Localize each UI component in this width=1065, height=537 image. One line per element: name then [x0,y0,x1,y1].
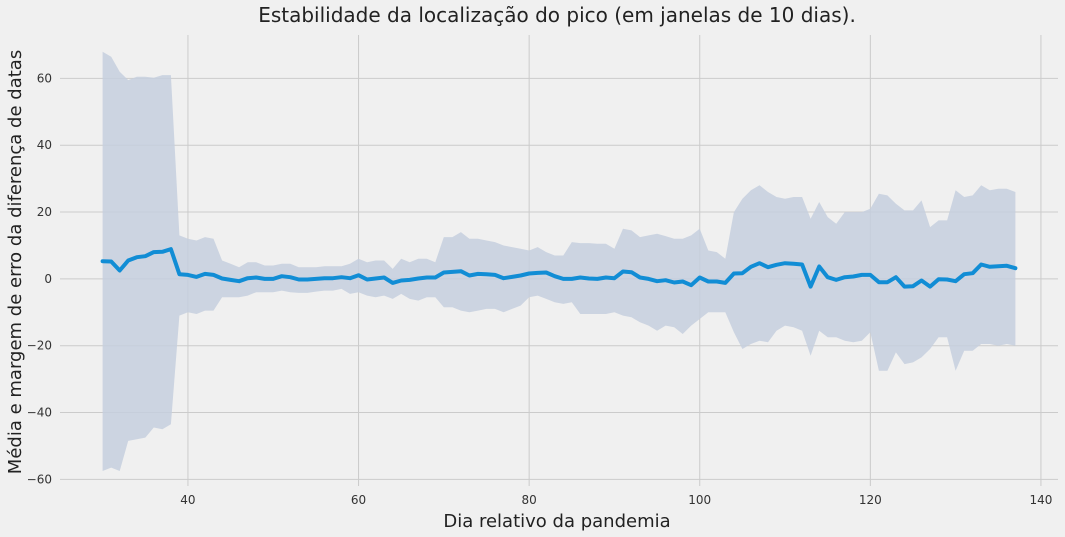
x-tick-label-80: 80 [522,493,537,507]
x-tick-label-60: 60 [351,493,366,507]
x-tick-label-40: 40 [180,493,195,507]
y-tick-label--60: −60 [27,472,52,486]
y-tick-label-20: 20 [37,205,52,219]
error-band-layer [102,51,1016,471]
mean-line-layer [100,247,1018,289]
error-band [102,51,1016,471]
x-tick-label-100: 100 [688,493,711,507]
chart-title: Estabilidade da localização do pico (em … [258,3,856,27]
y-tick-label--20: −20 [27,339,52,353]
tick-labels: 40 60 80 100 120 140 −60 −40 −20 0 20 40 60 [27,71,1053,507]
y-tick-label--40: −40 [27,406,52,420]
y-axis-label: Média e margem de erro da diferença de d… [5,50,26,474]
x-tick-label-140: 140 [1029,493,1052,507]
mean-series-line [100,247,1018,289]
y-tick-label-40: 40 [37,138,52,152]
y-tick-label-0: 0 [44,272,52,286]
y-tick-label-60: 60 [37,71,52,85]
x-axis-label: Dia relativo da pandemia [443,511,670,532]
x-tick-label-120: 120 [859,493,882,507]
